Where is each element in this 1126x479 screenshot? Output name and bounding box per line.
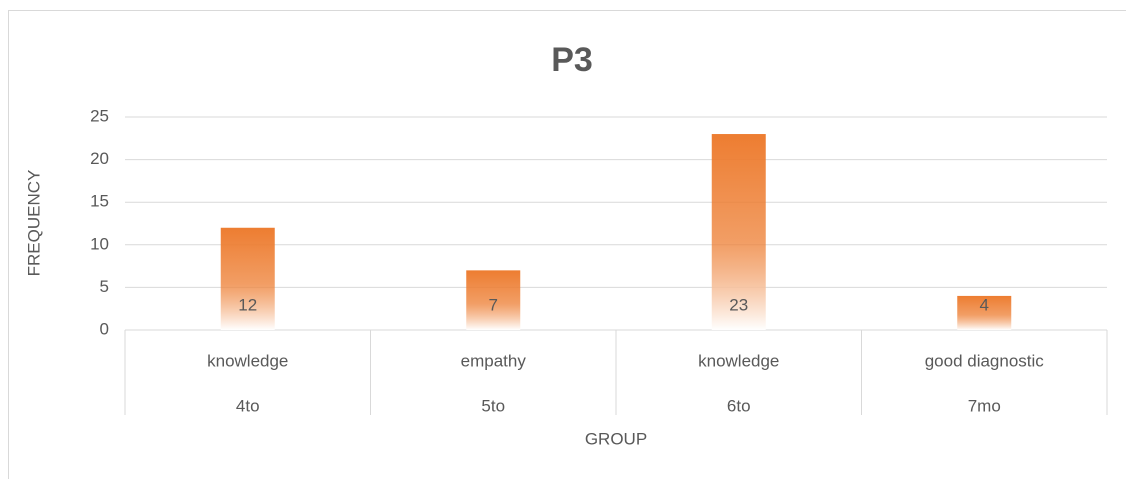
- y-tick-label: 25: [90, 106, 109, 125]
- x-group-label: 4to: [236, 396, 260, 415]
- data-label: 4: [980, 295, 989, 314]
- x-tick-label: knowledge: [698, 351, 779, 370]
- x-tick-label: good diagnostic: [925, 351, 1045, 370]
- data-label: 7: [489, 295, 498, 314]
- y-tick-label: 0: [100, 319, 109, 338]
- y-tick-label: 15: [90, 192, 109, 211]
- y-tick-label: 5: [100, 277, 109, 296]
- x-group-label: 7mo: [968, 396, 1001, 415]
- x-group-label: 6to: [727, 396, 751, 415]
- y-tick-label: 10: [90, 234, 109, 253]
- data-label: 12: [238, 295, 257, 314]
- y-axis-title: FREQUENCY: [24, 170, 43, 277]
- x-tick-label: empathy: [461, 351, 527, 370]
- chart-title: P3: [551, 41, 593, 79]
- bar: [711, 134, 766, 330]
- x-group-label: 5to: [481, 396, 505, 415]
- y-tick-label: 20: [90, 149, 109, 168]
- x-axis-title: GROUP: [585, 429, 647, 448]
- bar: [220, 227, 275, 330]
- data-label: 23: [729, 295, 748, 314]
- x-tick-label: knowledge: [207, 351, 288, 370]
- bar: [466, 270, 521, 330]
- bar: [957, 295, 1012, 330]
